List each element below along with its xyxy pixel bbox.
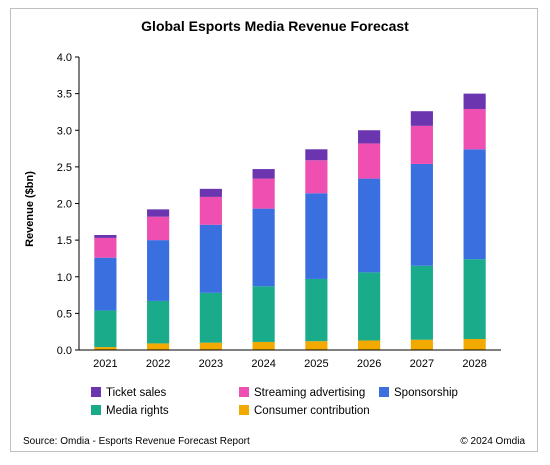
x-ticks: 2021 2022 2023 2024 2025 2026 2027 2028 — [93, 358, 487, 370]
legend-label: Ticket sales — [106, 387, 167, 399]
bar-segment-consumer-contribution-2025 — [305, 341, 328, 350]
bar-segment-streaming-advertising-2024 — [252, 178, 275, 209]
legend-swatch-consumer-contribution — [239, 405, 249, 415]
y-tick-label: 3.0 — [57, 125, 72, 137]
bar-segment-streaming-advertising-2021 — [94, 237, 117, 258]
y-tick-label: 1.0 — [57, 272, 72, 284]
y-tick-label: 1.5 — [57, 235, 72, 247]
bar-segment-media-rights-2022 — [147, 300, 170, 344]
bar-segment-consumer-contribution-2028 — [463, 339, 486, 350]
bar-segment-media-rights-2025 — [305, 278, 328, 342]
x-tick-label: 2028 — [462, 358, 486, 370]
bar-segment-streaming-advertising-2023 — [199, 196, 222, 225]
bar-segment-media-rights-2024 — [252, 286, 275, 342]
bar-segment-consumer-contribution-2024 — [252, 341, 275, 350]
bar-segment-media-rights-2026 — [358, 272, 381, 341]
bar-segment-ticket-sales-2026 — [358, 130, 381, 144]
legend-label: Streaming advertising — [254, 387, 365, 399]
legend: Ticket sales Streaming advertising Sponsor… — [91, 387, 458, 417]
legend-label: Consumer contribution — [254, 405, 370, 417]
bar-segment-sponsorship-2022 — [147, 240, 170, 301]
y-tick-label: 2.0 — [57, 199, 72, 211]
bar-segment-consumer-contribution-2023 — [199, 342, 222, 350]
x-tick-label: 2023 — [199, 358, 223, 370]
bar-segment-streaming-advertising-2027 — [410, 125, 433, 164]
bar-segment-consumer-contribution-2026 — [358, 340, 381, 350]
legend-swatch-streaming-advertising — [239, 387, 249, 397]
x-tick-label: 2024 — [251, 358, 275, 370]
legend-swatch-media-rights — [91, 405, 101, 415]
bar-segment-ticket-sales-2021 — [94, 234, 117, 238]
bar-segment-media-rights-2023 — [199, 292, 222, 343]
y-tick-label: 4.0 — [57, 52, 72, 64]
y-axis-label: Revenue ($bn) — [24, 171, 36, 247]
chart-title: Global Esports Media Revenue Forecast — [141, 18, 409, 34]
bar-segment-sponsorship-2028 — [463, 149, 486, 260]
bar-segment-ticket-sales-2024 — [252, 169, 275, 179]
x-tick-label: 2026 — [357, 358, 381, 370]
y-tick-label: 0.0 — [57, 345, 72, 357]
bar-segment-ticket-sales-2028 — [463, 93, 486, 110]
bar-segment-sponsorship-2027 — [410, 163, 433, 266]
axes — [78, 57, 501, 351]
bar-segment-streaming-advertising-2025 — [305, 160, 328, 194]
legend-label: Sponsorship — [394, 387, 458, 399]
x-tick-label: 2027 — [410, 358, 434, 370]
bar-segment-sponsorship-2023 — [199, 224, 222, 293]
chart-frame: Global Esports Media Revenue Forecast Re… — [10, 8, 538, 452]
chart-canvas: Global Esports Media Revenue Forecast Re… — [23, 18, 525, 447]
legend-swatch-sponsorship — [379, 387, 389, 397]
bar-segment-consumer-contribution-2022 — [147, 343, 170, 350]
bar-segment-streaming-advertising-2026 — [358, 143, 381, 179]
bar-segment-ticket-sales-2023 — [199, 188, 222, 197]
bar-segment-streaming-advertising-2028 — [463, 109, 486, 150]
bar-segment-streaming-advertising-2022 — [147, 216, 170, 241]
bar-segment-sponsorship-2024 — [252, 208, 275, 287]
bar-segment-consumer-contribution-2027 — [410, 339, 433, 350]
bar-segment-sponsorship-2021 — [94, 257, 117, 311]
legend-swatch-ticket-sales — [91, 387, 101, 397]
source-note: Source: Omdia - Esports Revenue Forecast… — [23, 436, 250, 447]
bar-segment-ticket-sales-2027 — [410, 111, 433, 126]
bar-segment-sponsorship-2026 — [358, 178, 381, 273]
bar-segment-consumer-contribution-2021 — [94, 347, 117, 350]
bar-segment-ticket-sales-2025 — [305, 149, 328, 161]
bar-segment-media-rights-2027 — [410, 265, 433, 340]
x-tick-label: 2021 — [93, 358, 117, 370]
bar-segment-media-rights-2021 — [94, 310, 117, 348]
y-tick-label: 3.5 — [57, 89, 72, 101]
x-tick-label: 2022 — [146, 358, 170, 370]
copyright-note: © 2024 Omdia — [460, 436, 525, 447]
bar-segment-ticket-sales-2022 — [147, 209, 170, 217]
y-ticks: 0.0 0.5 1.0 1.5 2.0 2.5 3.0 3.5 4.0 — [57, 52, 79, 357]
x-tick-label: 2025 — [304, 358, 328, 370]
bar-segment-media-rights-2028 — [463, 259, 486, 340]
bars — [94, 93, 486, 350]
legend-label: Media rights — [106, 405, 169, 417]
y-tick-label: 0.5 — [57, 308, 72, 320]
bar-segment-sponsorship-2025 — [305, 193, 328, 279]
y-tick-label: 2.5 — [57, 162, 72, 174]
